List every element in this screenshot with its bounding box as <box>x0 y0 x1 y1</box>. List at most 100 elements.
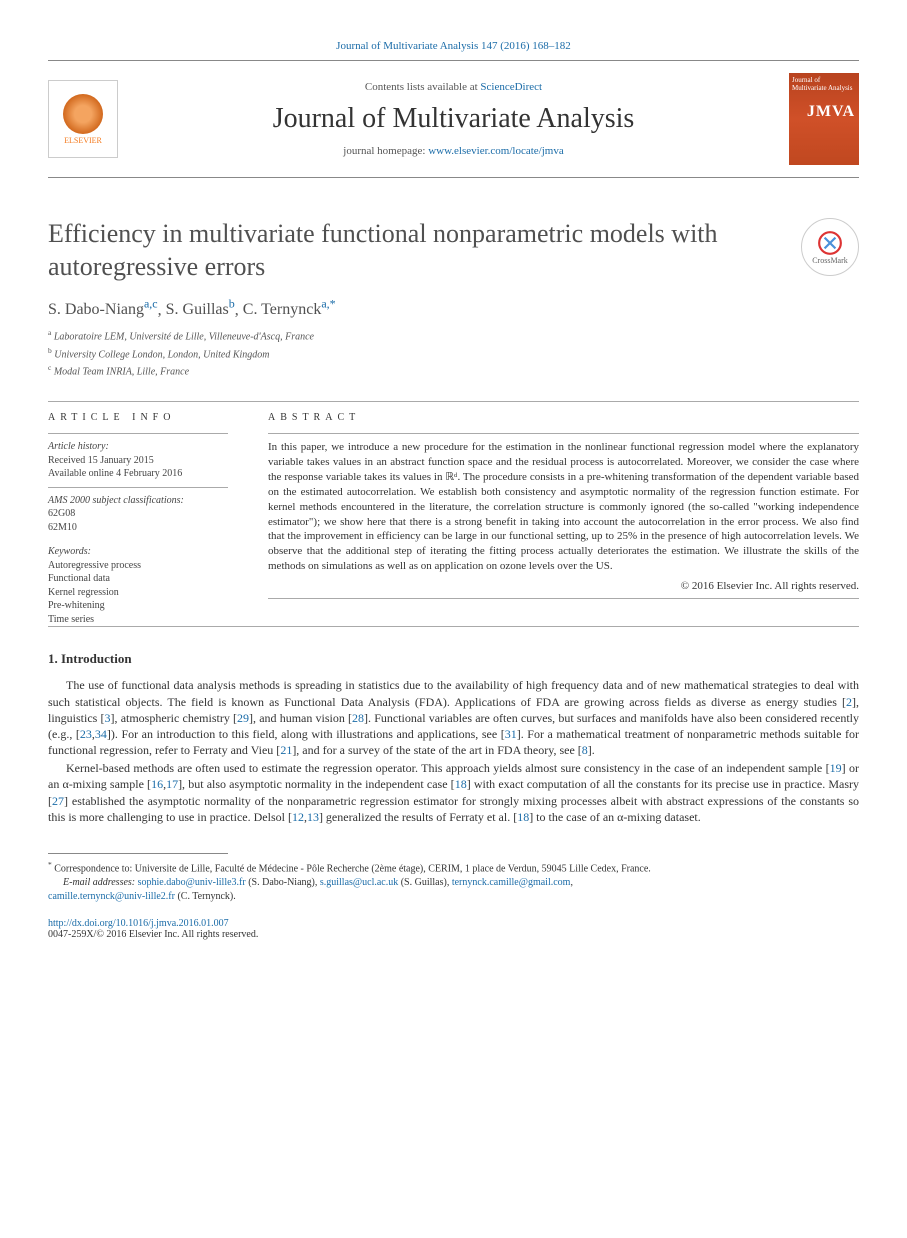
ref-19[interactable]: 19 <box>830 761 842 775</box>
abstract-text: In this paper, we introduce a new proced… <box>268 440 859 574</box>
sciencedirect-link[interactable]: ScienceDirect <box>480 81 542 93</box>
email-footnote-2: camille.ternynck@univ-lille2.fr (C. Tern… <box>48 890 859 904</box>
ref-13[interactable]: 13 <box>307 810 319 824</box>
keyword-3: Kernel regression <box>48 586 228 600</box>
ref-27[interactable]: 27 <box>52 794 64 808</box>
cover-line1: Journal of <box>792 76 856 84</box>
ref-23[interactable]: 23 <box>80 727 92 741</box>
crossmark-icon <box>817 230 843 256</box>
author-2-affil-link[interactable]: b <box>229 297 235 311</box>
email-2-who: (S. Guillas) <box>401 877 447 888</box>
body-text: The use of functional data analysis meth… <box>48 677 859 825</box>
ref-17[interactable]: 17 <box>166 777 178 791</box>
abstract-heading: ABSTRACT <box>268 412 859 423</box>
keyword-2: Functional data <box>48 572 228 586</box>
author-2: S. Guillasb <box>166 301 235 318</box>
affil-c-sup: c <box>48 363 51 372</box>
ref-2[interactable]: 2 <box>846 695 852 709</box>
author-3-name: C. Ternynck <box>243 301 322 318</box>
article-info-heading: ARTICLE INFO <box>48 412 228 423</box>
abstract-bottom-sep <box>268 598 859 599</box>
ref-34[interactable]: 34 <box>95 727 107 741</box>
cover-acronym: JMVA <box>807 103 855 121</box>
email-4-who: (C. Ternynck). <box>177 891 235 902</box>
abstract-col: ABSTRACT In this paper, we introduce a n… <box>268 412 859 626</box>
article-title: Efficiency in multivariate functional no… <box>48 218 781 283</box>
masthead-center: Contents lists available at ScienceDirec… <box>134 81 773 157</box>
corr-marker: * <box>48 860 52 869</box>
email-1[interactable]: sophie.dabo@univ-lille3.fr <box>138 877 246 888</box>
author-3-corr-link[interactable]: * <box>330 297 336 311</box>
ref-28[interactable]: 28 <box>352 711 364 725</box>
author-3: C. Ternyncka,* <box>243 301 336 318</box>
history-received: Received 15 January 2015 <box>48 454 228 468</box>
doi-link[interactable]: http://dx.doi.org/10.1016/j.jmva.2016.01… <box>48 918 229 929</box>
running-head-link[interactable]: Journal of Multivariate Analysis 147 (20… <box>336 40 571 52</box>
info-abstract-row: ARTICLE INFO Article history: Received 1… <box>48 412 859 626</box>
keywords-label: Keywords: <box>48 545 228 559</box>
keyword-1: Autoregressive process <box>48 559 228 573</box>
homepage-link[interactable]: www.elsevier.com/locate/jmva <box>428 145 564 157</box>
footnote-rule <box>48 853 228 854</box>
doi-block: http://dx.doi.org/10.1016/j.jmva.2016.01… <box>48 918 859 940</box>
author-1-affil-link[interactable]: a,c <box>144 297 158 311</box>
ams-code-2: 62M10 <box>48 521 228 535</box>
ref-16[interactable]: 16 <box>151 777 163 791</box>
elsevier-logo[interactable]: ELSEVIER <box>48 80 118 158</box>
ref-18b[interactable]: 18 <box>517 810 529 824</box>
ref-12[interactable]: 12 <box>292 810 304 824</box>
author-2-name: S. Guillas <box>166 301 229 318</box>
crossmark-label: CrossMark <box>812 256 848 265</box>
affil-b-text: University College London, London, Unite… <box>54 349 269 360</box>
history-label: Article history: <box>48 440 228 454</box>
para-2: Kernel-based methods are often used to e… <box>48 760 859 825</box>
masthead: ELSEVIER Contents lists available at Sci… <box>48 61 859 178</box>
affil-b: b University College London, London, Uni… <box>48 345 859 362</box>
affil-a: a Laboratoire LEM, Université de Lille, … <box>48 327 859 344</box>
ref-21[interactable]: 21 <box>280 743 292 757</box>
info-sep-1 <box>48 433 228 434</box>
affil-c: c Modal Team INRIA, Lille, France <box>48 362 859 379</box>
affil-b-sup: b <box>48 346 52 355</box>
section-1-title: 1. Introduction <box>48 651 859 667</box>
ref-18[interactable]: 18 <box>455 777 467 791</box>
rh-journal: Journal of Multivariate Analysis <box>336 40 478 52</box>
title-row: Efficiency in multivariate functional no… <box>48 218 859 283</box>
contents-available-line: Contents lists available at ScienceDirec… <box>134 81 773 93</box>
affil-c-text: Modal Team INRIA, Lille, France <box>54 366 189 377</box>
affil-a-sup: a <box>48 328 51 337</box>
email-3[interactable]: ternynck.camille@gmail.com <box>452 877 571 888</box>
rh-volpages: 147 (2016) 168–182 <box>478 40 571 52</box>
info-top-rule <box>48 401 859 402</box>
journal-cover-thumb[interactable]: Journal of Multivariate Analysis JMVA <box>789 73 859 165</box>
journal-name: Journal of Multivariate Analysis <box>134 103 773 135</box>
abstract-sep <box>268 433 859 434</box>
running-head: Journal of Multivariate Analysis 147 (20… <box>48 40 859 52</box>
cover-line2: Multivariate Analysis <box>792 84 856 92</box>
elsevier-label: ELSEVIER <box>64 136 102 145</box>
ref-29[interactable]: 29 <box>237 711 249 725</box>
crossmark-badge[interactable]: CrossMark <box>801 218 859 276</box>
email-label: E-mail addresses: <box>63 877 135 888</box>
elsevier-tree-icon <box>63 94 103 134</box>
ams-label: AMS 2000 subject classifications: <box>48 494 228 508</box>
ref-31[interactable]: 31 <box>505 727 517 741</box>
contents-prefix: Contents lists available at <box>365 81 480 93</box>
footnotes: * Correspondence to: Universite de Lille… <box>48 860 859 904</box>
corr-text: Correspondence to: Universite de Lille, … <box>54 863 651 874</box>
email-3-who: , <box>570 877 573 888</box>
affiliations: a Laboratoire LEM, Université de Lille, … <box>48 327 859 379</box>
info-sep-2 <box>48 487 228 488</box>
corr-footnote: * Correspondence to: Universite de Lille… <box>48 860 859 876</box>
ref-3[interactable]: 3 <box>105 711 111 725</box>
ams-code-1: 62G08 <box>48 507 228 521</box>
author-1-name: S. Dabo-Niang <box>48 301 144 318</box>
email-footnote: E-mail addresses: sophie.dabo@univ-lille… <box>48 876 859 890</box>
email-4[interactable]: camille.ternynck@univ-lille2.fr <box>48 891 175 902</box>
keyword-5: Time series <box>48 613 228 627</box>
info-bottom-rule <box>48 626 859 627</box>
issn-line: 0047-259X/© 2016 Elsevier Inc. All right… <box>48 929 258 940</box>
email-2[interactable]: s.guillas@ucl.ac.uk <box>320 877 398 888</box>
author-3-affil-link[interactable]: a, <box>321 297 329 311</box>
ref-8[interactable]: 8 <box>582 743 588 757</box>
